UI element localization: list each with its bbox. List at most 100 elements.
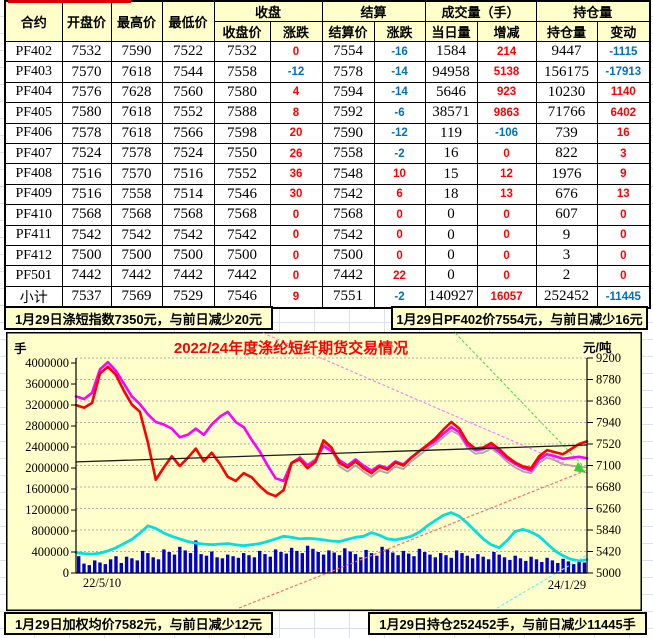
cell-vol[interactable]: 0	[424, 204, 478, 226]
col-header-volume[interactable]: 当日量	[424, 21, 478, 42]
cell-close[interactable]: 7442	[213, 265, 271, 287]
col-group-settle[interactable]: 结算	[321, 0, 426, 22]
cell-contract[interactable]: PF404	[4, 81, 63, 104]
cell-open[interactable]: 7524	[61, 142, 112, 165]
weighted-avg-banner[interactable]: 1月29日加权均价7582元，与前日减少12元	[4, 612, 273, 635]
cell-settle[interactable]: 7542	[321, 224, 375, 246]
cell-settle_chg[interactable]: -14	[373, 81, 426, 104]
cell-oi_chg[interactable]: 0	[596, 244, 651, 267]
cell-settle[interactable]: 7578	[321, 61, 375, 83]
cell-vol[interactable]: 15	[424, 163, 478, 185]
cell-low[interactable]: 7568	[161, 204, 215, 226]
cell-settle[interactable]: 7592	[321, 102, 375, 124]
col-header-oi[interactable]: 持仓量	[535, 21, 598, 42]
cell-settle_chg[interactable]: -14	[373, 61, 426, 83]
cell-oi[interactable]: 739	[535, 122, 598, 144]
cell-low[interactable]: 7560	[161, 81, 215, 104]
cell-settle_chg[interactable]: 0	[373, 204, 426, 226]
cell-close[interactable]: 7550	[213, 142, 271, 165]
cell-high[interactable]: 7542	[110, 224, 163, 246]
cell-settle[interactable]: 7542	[321, 183, 375, 206]
cell-high[interactable]: 7578	[110, 142, 163, 165]
cell-close[interactable]: 7546	[213, 285, 271, 309]
cell-low[interactable]: 7514	[161, 183, 215, 206]
cell-settle[interactable]: 7500	[321, 244, 375, 267]
col-header-volume-chg[interactable]: 增减	[476, 21, 537, 42]
cell-vol[interactable]: 94958	[424, 61, 478, 83]
cell-close_chg[interactable]: 30	[269, 183, 323, 206]
cell-oi[interactable]: 1976	[535, 163, 598, 185]
cell-open[interactable]: 7580	[61, 102, 112, 124]
col-header-oi-chg[interactable]: 变动	[596, 21, 651, 42]
cell-contract[interactable]: PF406	[4, 122, 63, 144]
cell-vol[interactable]: 0	[424, 244, 478, 267]
cell-contract[interactable]: PF403	[4, 61, 63, 83]
cell-close_chg[interactable]: 0	[269, 40, 323, 63]
cell-low[interactable]: 7516	[161, 163, 215, 185]
cell-close[interactable]: 7558	[213, 61, 271, 83]
cell-close_chg[interactable]: -12	[269, 61, 323, 83]
cell-low[interactable]: 7529	[161, 285, 215, 309]
cell-close_chg[interactable]: 9	[269, 285, 323, 309]
cell-settle[interactable]: 7590	[321, 122, 375, 144]
cell-low[interactable]: 7500	[161, 244, 215, 267]
cell-oi[interactable]: 9447	[535, 40, 598, 63]
futures-quote-table[interactable]: 合约 开盘价 最高价 最低价 收盘 结算 成交量（手） 持仓量 收盘价 涨跌 结…	[4, 0, 652, 309]
cell-vol[interactable]: 5646	[424, 81, 478, 104]
cell-low[interactable]: 7552	[161, 102, 215, 124]
cell-oi[interactable]: 607	[535, 204, 598, 226]
cell-oi[interactable]: 2	[535, 265, 598, 287]
cell-oi_chg[interactable]: -1115	[596, 40, 651, 63]
cell-close_chg[interactable]: 26	[269, 142, 323, 165]
cell-contract[interactable]: PF408	[4, 163, 63, 185]
col-header-close-chg[interactable]: 涨跌	[269, 21, 323, 42]
cell-vol_chg[interactable]: 9863	[476, 102, 537, 124]
cell-close[interactable]: 7500	[213, 244, 271, 267]
cell-vol_chg[interactable]: 0	[476, 142, 537, 165]
pf402-summary-banner[interactable]: 1月29日PF402价7554元，与前日减少16元	[391, 306, 648, 330]
col-header-close[interactable]: 收盘价	[213, 21, 271, 42]
cell-vol[interactable]: 18	[424, 183, 478, 206]
cell-high[interactable]: 7569	[110, 285, 163, 309]
cell-low[interactable]: 7522	[161, 40, 215, 63]
cell-settle_chg[interactable]: -16	[373, 40, 426, 63]
cell-oi_chg[interactable]: 9	[596, 163, 651, 185]
cell-settle_chg[interactable]: -6	[373, 102, 426, 124]
index-summary-banner[interactable]: 1月29日涤短指数7350元，与前日减少20元	[4, 306, 273, 330]
cell-close_chg[interactable]: 0	[269, 265, 323, 287]
cell-close_chg[interactable]: 0	[269, 244, 323, 267]
cell-oi[interactable]: 3	[535, 244, 598, 267]
col-group-volume[interactable]: 成交量（手）	[424, 0, 537, 22]
col-group-close[interactable]: 收盘	[213, 0, 323, 22]
cell-oi_chg[interactable]: -17913	[596, 61, 651, 83]
cell-settle[interactable]: 7558	[321, 142, 375, 165]
cell-low[interactable]: 7524	[161, 142, 215, 165]
cell-contract[interactable]: PF411	[4, 224, 63, 246]
open-interest-banner[interactable]: 1月29日持仓252452手，与前日减少11445手	[368, 612, 647, 635]
cell-close[interactable]: 7546	[213, 183, 271, 206]
cell-settle[interactable]: 7554	[321, 40, 375, 63]
col-header-open[interactable]: 开盘价	[61, 0, 112, 42]
cell-high[interactable]: 7570	[110, 163, 163, 185]
cell-close[interactable]: 7552	[213, 163, 271, 185]
cell-oi[interactable]: 9	[535, 224, 598, 246]
cell-open[interactable]: 7516	[61, 183, 112, 206]
cell-high[interactable]: 7590	[110, 40, 163, 63]
cell-oi_chg[interactable]: 0	[596, 224, 651, 246]
cell-vol[interactable]: 119	[424, 122, 478, 144]
cell-open[interactable]: 7576	[61, 81, 112, 104]
cell-oi[interactable]: 71766	[535, 102, 598, 124]
cell-vol_chg[interactable]: -106	[476, 122, 537, 144]
cell-low[interactable]: 7544	[161, 61, 215, 83]
cell-close_chg[interactable]: 0	[269, 204, 323, 226]
col-group-oi[interactable]: 持仓量	[535, 0, 651, 22]
cell-settle_chg[interactable]: 6	[373, 183, 426, 206]
cell-oi_chg[interactable]: 3	[596, 142, 651, 165]
cell-open[interactable]: 7568	[61, 204, 112, 226]
cell-contract[interactable]: PF405	[4, 102, 63, 124]
cell-contract[interactable]: PF412	[4, 244, 63, 267]
cell-close[interactable]: 7568	[213, 204, 271, 226]
cell-high[interactable]: 7568	[110, 204, 163, 226]
cell-oi_chg[interactable]: 1140	[596, 81, 651, 104]
cell-close[interactable]: 7580	[213, 81, 271, 104]
